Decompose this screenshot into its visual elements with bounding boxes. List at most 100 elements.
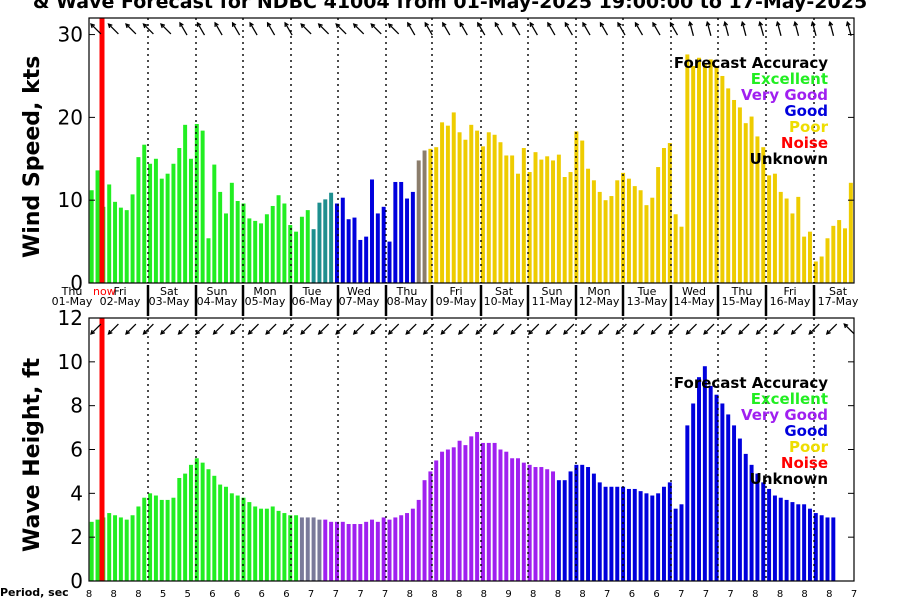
wind-bar [276,195,281,283]
wind-bar [294,231,299,283]
wave-bar [743,453,748,581]
wind-direction-arrow [652,21,661,36]
wave-bar [603,486,608,581]
wave-bar [720,403,725,581]
wave-bar [247,502,252,581]
wave-bar [153,495,158,581]
wave-bar [784,499,789,581]
wind-direction-arrow [634,21,644,36]
wind-bar [656,167,661,283]
wind-bar [124,210,129,284]
wave-direction-arrow [177,323,189,335]
wave-bar [253,506,258,581]
period-value: 6 [209,589,215,600]
wave-bar [673,508,678,581]
day-name-label: Sat [495,285,514,298]
wave-bar [527,464,532,581]
wave-bar [685,425,690,581]
wind-bar [89,190,94,283]
wave-direction-arrow [738,323,750,335]
period-value: 6 [259,589,265,600]
wind-bar [784,198,789,283]
wind-bar [539,159,544,283]
wind-bar [375,213,380,283]
wave-ytick-label: 0 [70,569,83,593]
wind-direction-arrow [669,21,679,36]
period-value: 7 [308,589,314,600]
wind-bar [661,148,666,283]
wave-bar [264,508,269,581]
wind-ytick-label: 20 [58,105,83,129]
wave-bar [697,377,701,581]
wind-ytick-label: 10 [58,188,83,212]
wind-bar [732,99,737,283]
wave-bar [183,473,188,581]
wave-bar [726,414,731,581]
wave-direction-arrow [265,323,277,335]
day-date-label: 15-May [722,295,763,308]
wind-direction-arrow [317,23,330,35]
period-value: 8 [456,589,462,600]
wind-bar [697,57,701,283]
wave-bar [311,517,316,581]
wave-bar [586,467,591,581]
wind-bar [358,239,363,283]
period-value: 5 [185,589,191,600]
wave-bar [241,497,246,581]
wave-bar [691,403,696,581]
wind-bar [340,197,345,283]
wind-direction-arrow [300,23,312,35]
period-value: 7 [604,589,610,600]
wave-bar [218,484,223,581]
wind-bar [200,130,205,284]
day-name-label: Sat [160,285,179,298]
wind-bar [761,147,766,283]
wave-bar [416,499,421,581]
day-date-label: 03-May [149,295,190,308]
wave-direction-arrow [405,323,417,335]
wave-bar [200,462,205,581]
wave-bar [702,366,707,581]
wind-bar [667,143,672,283]
wave-direction-arrow [773,323,785,335]
wind-bar [334,203,339,283]
day-date-label: 06-May [292,295,333,308]
wave-ylabel: Wave Height, ft [20,357,45,552]
wave-bar [772,495,777,581]
wave-bar [714,394,719,581]
wind-bar [305,210,310,284]
legend-item-unknown: Unknown [749,470,828,488]
period-label: Period, sec [0,586,69,599]
wave-direction-arrow [668,323,680,335]
wind-bar [399,181,404,283]
wave-direction-arrow [475,323,487,335]
wind-bar [486,132,491,283]
wind-bar [270,205,275,283]
wave-bar [761,482,766,582]
wind-bar [218,191,223,283]
wave-direction-arrow [615,323,627,335]
wind-bar [165,173,170,283]
day-name-label: Thu [396,285,418,298]
legend-item-poor: Poor [788,438,828,456]
wave-direction-arrow [545,323,557,335]
wind-direction-arrow [793,20,800,36]
wave-bar [568,471,573,581]
wave-direction-arrow [247,323,259,335]
legend-item-excellent: Excellent [750,390,828,408]
wave-bar [755,473,760,581]
wave-bar [229,493,234,581]
wave-direction-arrow [230,323,242,335]
period-value: 8 [481,589,487,600]
wind-bar [679,226,684,283]
wave-direction-arrow [90,323,102,335]
wave-direction-arrow [755,323,768,335]
wind-ylabel: Wind Speed, kts [20,55,45,258]
period-value: 8 [135,589,141,600]
wind-bar [708,59,713,283]
wind-bar [288,225,293,283]
wind-bar [586,168,591,283]
wind-bar [802,236,807,284]
wind-direction-arrow [723,20,730,36]
